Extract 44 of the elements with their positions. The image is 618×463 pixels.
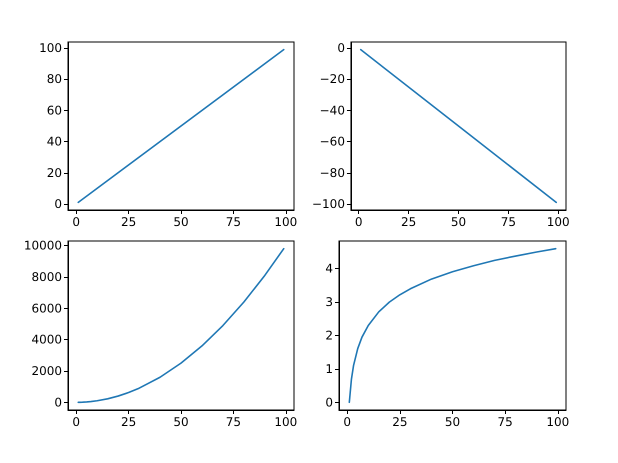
y-tick-label: 6000 [31, 301, 62, 316]
x-tick-label: 50 [444, 415, 460, 429]
x-tick-label: 100 [274, 215, 298, 229]
x-tick-label: 50 [173, 415, 189, 429]
y-tick-label: 100 [39, 41, 62, 56]
x-tick-label: 0 [72, 415, 80, 429]
y-tick-label: 3 [325, 295, 333, 310]
y-tick-label: −100 [312, 196, 345, 211]
x-tick-label: 75 [226, 215, 242, 229]
y-tick-label: 80 [46, 72, 62, 86]
y-tick-label: 40 [46, 134, 62, 149]
y-tick-label: −80 [320, 166, 345, 180]
line-series [348, 248, 556, 404]
x-tick-label: 50 [173, 215, 189, 229]
y-tick-label: 4 [325, 262, 333, 276]
x-tick-label: 25 [392, 415, 408, 429]
y-tick-label: −20 [320, 72, 345, 86]
line-series [77, 248, 285, 404]
y-tick-label: −40 [320, 103, 345, 118]
y-tick-label: −60 [320, 134, 345, 149]
x-tick-label: 100 [546, 215, 570, 229]
x-tick-label: 100 [546, 415, 570, 429]
x-tick-label: 25 [400, 215, 416, 229]
y-tick-label: 8000 [31, 270, 62, 284]
y-tick-label: 10000 [24, 238, 62, 253]
x-tick-label: 75 [500, 215, 516, 229]
x-tick-label: 100 [274, 415, 298, 429]
x-tick-label: 75 [498, 415, 513, 429]
y-tick-label: 60 [46, 103, 62, 118]
y-tick-label: 4000 [31, 332, 62, 347]
y-tick-label: 0 [54, 395, 62, 410]
y-tick-label: 1 [325, 362, 333, 376]
x-tick-label: 0 [72, 215, 80, 229]
x-tick-label: 75 [226, 415, 242, 429]
y-tick-label: 0 [337, 41, 345, 56]
y-tick-label: 0 [54, 196, 62, 211]
x-tick-label: 50 [450, 215, 466, 229]
y-tick-label: 2000 [31, 364, 62, 378]
x-tick-label: 0 [354, 215, 363, 229]
y-tick-label: 2 [325, 328, 333, 343]
x-tick-label: 25 [120, 215, 136, 229]
y-tick-label: 0 [325, 395, 333, 410]
y-tick-label: 20 [46, 166, 62, 180]
x-tick-label: 25 [120, 415, 136, 429]
